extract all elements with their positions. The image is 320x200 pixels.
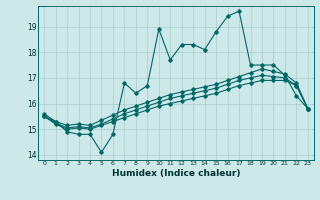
X-axis label: Humidex (Indice chaleur): Humidex (Indice chaleur) [112, 169, 240, 178]
